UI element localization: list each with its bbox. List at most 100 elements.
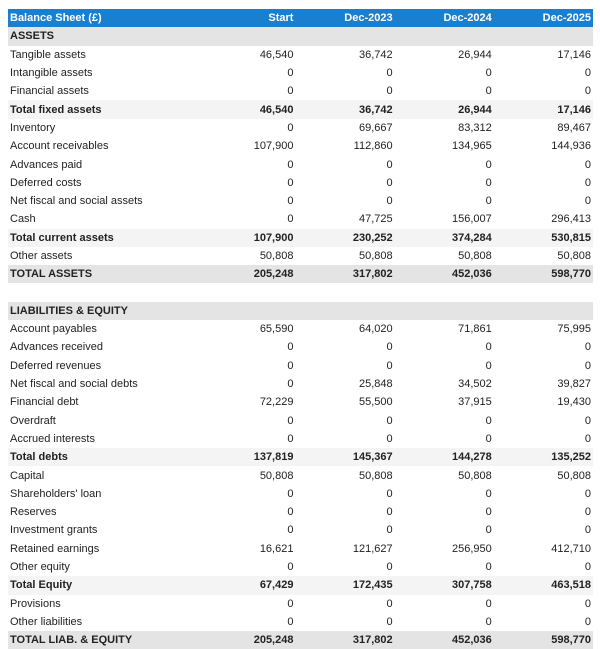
value-cell: 67,429 xyxy=(259,579,294,592)
value-cell: 0 xyxy=(287,213,294,226)
table-row: Other assets 50,808 50,808 50,808 50,808 xyxy=(8,247,593,265)
grandtotal-row: TOTAL LIAB. & EQUITY 205,248 317,802 452,03… xyxy=(8,631,593,649)
value-cell: 65,590 xyxy=(259,323,294,336)
value-cell: 112,860 xyxy=(353,140,393,153)
table-row: Shareholders' loan 0 0 0 0 xyxy=(8,485,593,503)
value-cell: 0 xyxy=(485,615,492,628)
row-label: Intangible assets xyxy=(10,67,93,80)
value-cell: 0 xyxy=(386,506,393,519)
value-cell: 0 xyxy=(386,487,393,500)
subtotal-row: Total debts 137,819 145,367 144,278 135,252 xyxy=(8,448,593,467)
value-cell: 0 xyxy=(386,414,393,427)
value-cell: 0 xyxy=(386,195,393,208)
row-label: Financial debt xyxy=(10,396,79,409)
value-cell: 0 xyxy=(287,524,294,537)
row-label: Overdraft xyxy=(10,414,56,427)
value-cell: 36,742 xyxy=(358,48,393,61)
row-label: Total current assets xyxy=(10,231,114,244)
column-header-dec-2025: Dec-2025 xyxy=(542,12,591,25)
value-cell: 34,502 xyxy=(458,378,492,391)
row-label: Other liabilities xyxy=(10,615,83,628)
value-cell: 0 xyxy=(485,597,492,610)
row-label: Shareholders' loan xyxy=(10,487,102,500)
table-row: Accrued interests 0 0 0 0 xyxy=(8,430,593,448)
value-cell: 144,278 xyxy=(452,451,492,464)
value-cell: 0 xyxy=(386,432,393,445)
value-cell: 50,808 xyxy=(557,469,591,482)
section-row: LIABILITIES & EQUITY xyxy=(8,301,593,321)
table-row: Account payables 65,590 64,020 71,861 75,995 xyxy=(8,320,593,338)
value-cell: 0 xyxy=(584,176,591,189)
row-label: Account payables xyxy=(10,323,97,336)
value-cell: 256,950 xyxy=(452,542,492,555)
row-label: Inventory xyxy=(10,121,56,134)
value-cell: 205,248 xyxy=(253,634,294,647)
value-cell: 0 xyxy=(287,561,294,574)
table-row: Overdraft 0 0 0 0 xyxy=(8,412,593,430)
row-label: Financial assets xyxy=(10,85,89,98)
value-cell: 0 xyxy=(287,414,294,427)
table-row: Inventory 0 69,667 83,312 89,467 xyxy=(8,119,593,137)
value-cell: 598,770 xyxy=(551,268,591,281)
value-cell: 0 xyxy=(584,561,591,574)
table-row: Retained earnings 16,621 121,627 256,950 412… xyxy=(8,540,593,558)
table-body: ASSETS Tangible assets 46,540 36,742 26,944 1… xyxy=(8,27,593,649)
value-cell: 0 xyxy=(287,176,294,189)
value-cell: 134,965 xyxy=(452,140,492,153)
value-cell: 463,518 xyxy=(551,579,591,592)
value-cell: 0 xyxy=(584,506,591,519)
value-cell: 0 xyxy=(584,615,591,628)
value-cell: 0 xyxy=(584,524,591,537)
value-cell: 46,540 xyxy=(259,103,294,116)
row-label: Deferred costs xyxy=(10,176,82,189)
value-cell: 0 xyxy=(386,176,393,189)
value-cell: 72,229 xyxy=(259,396,294,409)
value-cell: 0 xyxy=(485,67,492,80)
value-cell: 172,435 xyxy=(352,579,393,592)
value-cell: 0 xyxy=(386,158,393,171)
row-label: Tangible assets xyxy=(10,48,86,61)
value-cell: 412,710 xyxy=(551,542,591,555)
subtotal-row: Total Equity 67,429 172,435 307,758 463,518 xyxy=(8,576,593,595)
table-row: Deferred revenues 0 0 0 0 xyxy=(8,357,593,375)
table-row: Net fiscal and social debts 0 25,848 34,502… xyxy=(8,375,593,393)
row-label: Accrued interests xyxy=(10,432,95,445)
row-label: Provisions xyxy=(10,597,61,610)
value-cell xyxy=(295,302,394,320)
value-cell xyxy=(295,27,394,45)
value-cell: 36,742 xyxy=(358,103,393,116)
value-cell: 452,036 xyxy=(452,268,492,281)
value-cell: 0 xyxy=(287,378,294,391)
value-cell xyxy=(395,27,494,45)
value-cell: 16,621 xyxy=(259,542,294,555)
table-title: Balance Sheet (£) xyxy=(10,12,102,25)
value-cell: 0 xyxy=(485,506,492,519)
value-cell: 0 xyxy=(287,67,294,80)
value-cell: 0 xyxy=(584,158,591,171)
table-row: Reserves 0 0 0 0 xyxy=(8,503,593,521)
value-cell: 0 xyxy=(584,85,591,98)
value-cell: 83,312 xyxy=(458,121,492,134)
table-row: Intangible assets 0 0 0 0 xyxy=(8,64,593,82)
value-cell: 0 xyxy=(584,195,591,208)
row-label: Total fixed assets xyxy=(10,103,102,116)
value-cell: 0 xyxy=(485,158,492,171)
value-cell: 71,861 xyxy=(458,323,492,336)
value-cell: 598,770 xyxy=(551,634,591,647)
row-label: Retained earnings xyxy=(10,542,100,555)
value-cell: 296,413 xyxy=(551,213,591,226)
table-row: Capital 50,808 50,808 50,808 50,808 xyxy=(8,466,593,484)
value-cell: 317,802 xyxy=(352,268,393,281)
value-cell: 19,430 xyxy=(557,396,591,409)
row-label: Other equity xyxy=(10,561,70,574)
value-cell: 156,007 xyxy=(452,213,492,226)
row-label: Investment grants xyxy=(10,524,98,537)
value-cell: 0 xyxy=(287,615,294,628)
value-cell: 25,848 xyxy=(358,378,393,391)
value-cell: 0 xyxy=(485,176,492,189)
section-row: ASSETS xyxy=(8,27,593,46)
value-cell: 0 xyxy=(386,561,393,574)
value-cell: 230,252 xyxy=(352,231,393,244)
balance-sheet-table: Balance Sheet (£) Start Dec-2023 Dec-202… xyxy=(8,9,593,649)
row-label: Account receivables xyxy=(10,140,109,153)
